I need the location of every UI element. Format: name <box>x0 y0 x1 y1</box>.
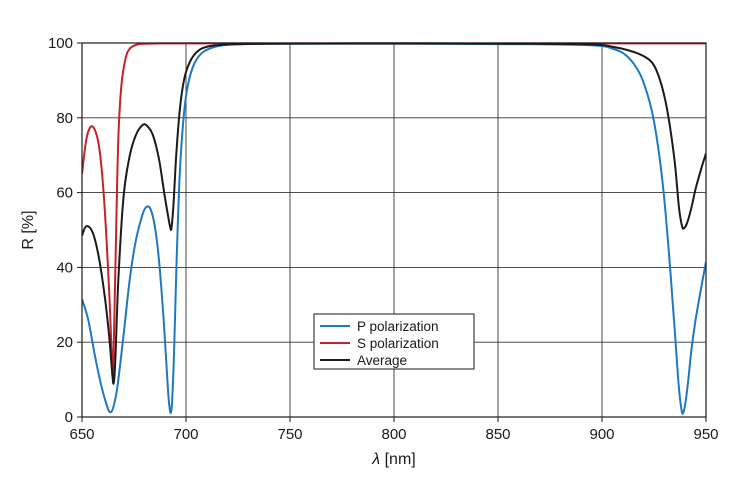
y-tick-label: 20 <box>56 334 73 351</box>
y-axis-label: R [%] <box>20 210 37 249</box>
x-tick-label: 950 <box>693 426 718 443</box>
x-tick-label: 900 <box>589 426 614 443</box>
x-tick-label: 750 <box>277 426 302 443</box>
y-tick-label: 60 <box>56 185 73 202</box>
x-axis-label: λ [nm] <box>371 451 415 468</box>
x-axis-label-symbol: λ <box>371 451 380 468</box>
y-tick-label: 80 <box>56 110 73 127</box>
y-tick-label: 40 <box>56 259 73 276</box>
x-tick-label: 800 <box>381 426 406 443</box>
series-line-p-polarization <box>82 42 706 415</box>
legend: P polarization S polarization Average <box>313 313 475 370</box>
x-tick-label: 650 <box>69 426 94 443</box>
series-line-average <box>82 42 706 385</box>
axis-ticks: 650 700 750 800 850 900 950 0 20 40 60 80 100 <box>48 35 719 443</box>
axis-labels: λ [nm] R [%] <box>20 210 416 468</box>
x-tick-label: 850 <box>485 426 510 443</box>
legend-label-s-polarization: S polarization <box>357 336 439 351</box>
y-tick-label: 100 <box>48 35 73 52</box>
legend-label-average: Average <box>357 353 407 368</box>
x-axis-label-unit: [nm] <box>380 451 416 468</box>
x-tick-label: 700 <box>173 426 198 443</box>
y-tick-label: 0 <box>65 409 73 426</box>
legend-label-p-polarization: P polarization <box>357 319 439 334</box>
